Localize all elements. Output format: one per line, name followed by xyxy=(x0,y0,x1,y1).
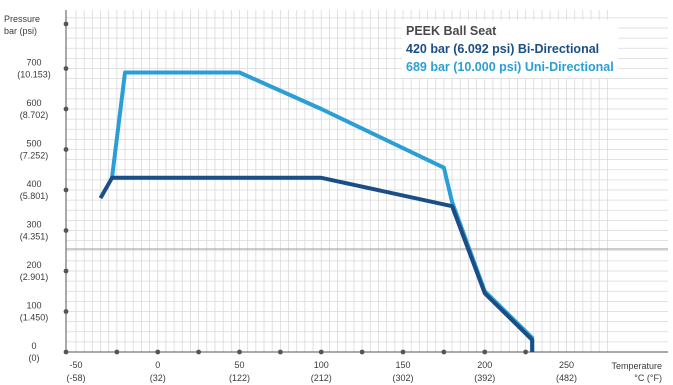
x-tick-dot xyxy=(114,349,120,355)
y-tick-label-psi: (4.351) xyxy=(20,232,49,242)
y-tick-label-bar: 200 xyxy=(26,260,41,270)
x-axis-title: Temperature xyxy=(611,361,662,371)
y-tick-dot xyxy=(63,349,69,355)
y-tick-label-psi: (2.901) xyxy=(20,272,49,282)
x-tick-label-c: 100 xyxy=(314,360,329,370)
x-tick-label-c: 0 xyxy=(155,360,160,370)
x-tick-dot xyxy=(237,349,242,355)
x-tick-label-c: 250 xyxy=(559,360,574,370)
y-tick-label-psi: (5.801) xyxy=(20,191,49,201)
y-tick-label-psi: (0) xyxy=(29,353,40,363)
y-tick-dot xyxy=(63,21,69,27)
x-tick-label-f: (392) xyxy=(474,373,495,383)
legend-item-uni-directional: 689 bar (10.000 psi) Uni-Directional xyxy=(406,60,614,74)
x-tick-dot xyxy=(196,349,202,355)
x-tick-label-f: (32) xyxy=(150,373,166,383)
series-line-uni-directional xyxy=(110,70,535,352)
x-tick-label-c: 150 xyxy=(395,360,410,370)
y-tick-label-psi: (8.702) xyxy=(20,110,49,120)
y-tick-dot xyxy=(63,106,69,112)
x-tick-label-c: 50 xyxy=(234,360,244,370)
y-tick-label-bar: 100 xyxy=(26,301,41,311)
x-tick-dot xyxy=(523,349,529,355)
x-tick-dot xyxy=(400,349,406,355)
x-tick-dot xyxy=(277,349,283,355)
y-tick-dot xyxy=(63,66,69,71)
x-tick-label-f: (302) xyxy=(392,373,413,383)
x-tick-label-c: 200 xyxy=(477,360,492,370)
x-tick-dot xyxy=(155,349,161,355)
y-tick-dot xyxy=(63,228,69,233)
legend: PEEK Ball Seat 420 bar (6.092 psi) Bi-Di… xyxy=(402,20,618,78)
y-axis-title: Pressure xyxy=(4,14,40,24)
x-tick-label-f: (212) xyxy=(311,373,332,383)
x-tick-dot xyxy=(482,349,488,355)
legend-item-bi-directional: 420 bar (6.092 psi) Bi-Directional xyxy=(406,42,600,56)
x-tick-label-f: (482) xyxy=(556,373,577,383)
x-tick-label-f: (-58) xyxy=(66,373,85,383)
y-tick-label-psi: (10.153) xyxy=(17,70,51,80)
x-tick-label-c: -50 xyxy=(69,360,82,370)
series-line-bi-directional xyxy=(98,175,535,352)
y-tick-dot xyxy=(63,309,69,314)
y-tick-label-bar: 600 xyxy=(26,98,41,108)
x-axis-title: °C (°F) xyxy=(634,373,662,383)
y-axis-title: bar (psi) xyxy=(4,26,37,36)
y-tick-dot xyxy=(63,147,69,152)
x-tick-dot xyxy=(441,349,447,355)
y-tick-label-bar: 300 xyxy=(26,220,41,230)
y-tick-label-bar: 0 xyxy=(31,341,36,351)
chart-title: PEEK Ball Seat xyxy=(406,24,497,38)
y-tick-dot xyxy=(63,268,69,274)
y-tick-label-bar: 500 xyxy=(26,139,41,149)
y-tick-label-bar: 400 xyxy=(26,179,41,189)
y-tick-label-bar: 700 xyxy=(26,58,41,68)
y-tick-label-psi: (1.450) xyxy=(20,313,49,323)
y-tick-label-psi: (7.252) xyxy=(20,151,49,161)
x-tick-label-f: (122) xyxy=(229,373,250,383)
x-tick-dot xyxy=(318,349,324,355)
x-tick-dot xyxy=(359,349,365,355)
y-tick-dot xyxy=(63,187,69,193)
